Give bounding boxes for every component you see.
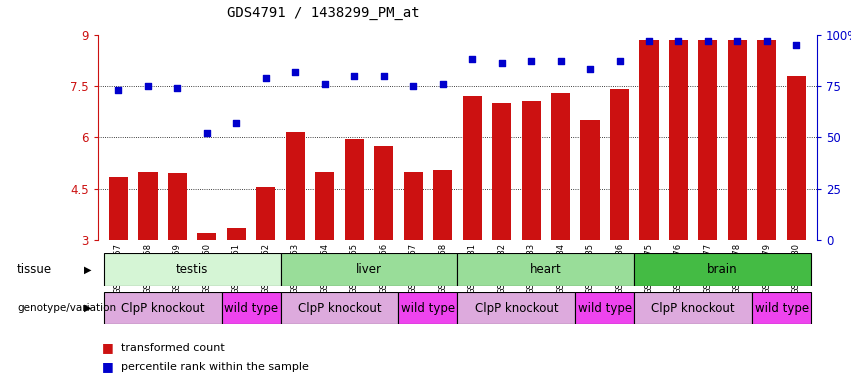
Bar	[551, 93, 570, 240]
Point	[436, 81, 449, 87]
Point	[288, 68, 302, 74]
Text: ■: ■	[102, 341, 114, 354]
Bar	[752, 292, 811, 324]
Point	[230, 120, 243, 126]
Text: wild type: wild type	[578, 302, 631, 314]
Bar	[168, 173, 187, 240]
Text: ClpP knockout: ClpP knockout	[475, 302, 558, 314]
Point	[200, 130, 214, 136]
Bar	[345, 139, 364, 240]
Point	[259, 74, 272, 81]
Point	[643, 38, 656, 44]
Text: ClpP knockout: ClpP knockout	[298, 302, 381, 314]
Point	[671, 38, 685, 44]
Text: ▶: ▶	[84, 303, 92, 313]
Text: liver: liver	[356, 263, 382, 276]
Point	[701, 38, 715, 44]
Bar	[458, 253, 634, 286]
Bar	[575, 292, 634, 324]
Bar	[104, 253, 281, 286]
Text: genotype/variation: genotype/variation	[17, 303, 116, 313]
Point	[407, 83, 420, 89]
Point	[730, 38, 744, 44]
Bar	[197, 233, 216, 240]
Text: heart: heart	[530, 263, 562, 276]
Bar	[669, 40, 688, 240]
Bar	[458, 292, 575, 324]
Bar	[104, 292, 221, 324]
Bar	[139, 172, 157, 240]
Bar	[281, 292, 398, 324]
Bar	[374, 146, 393, 240]
Bar	[639, 40, 659, 240]
Text: brain: brain	[707, 263, 738, 276]
Bar	[403, 172, 423, 240]
Bar	[634, 292, 752, 324]
Bar	[634, 253, 811, 286]
Point	[141, 83, 155, 89]
Bar	[463, 96, 482, 240]
Text: testis: testis	[176, 263, 208, 276]
Text: wild type: wild type	[401, 302, 455, 314]
Bar	[256, 187, 276, 240]
Bar	[433, 170, 452, 240]
Point	[524, 58, 538, 65]
Text: GDS4791 / 1438299_PM_at: GDS4791 / 1438299_PM_at	[227, 6, 420, 20]
Text: ▶: ▶	[84, 265, 92, 275]
Point	[494, 60, 508, 66]
Point	[583, 66, 597, 73]
Bar	[728, 40, 747, 240]
Text: wild type: wild type	[224, 302, 278, 314]
Bar	[109, 177, 128, 240]
Point	[554, 58, 568, 65]
Bar	[221, 292, 281, 324]
Point	[377, 73, 391, 79]
Text: percentile rank within the sample: percentile rank within the sample	[121, 362, 309, 372]
Point	[790, 42, 803, 48]
Bar	[522, 101, 540, 240]
Bar	[699, 40, 717, 240]
Text: ClpP knockout: ClpP knockout	[121, 302, 204, 314]
Point	[171, 85, 185, 91]
Bar	[787, 76, 806, 240]
Text: tissue: tissue	[17, 263, 52, 276]
Bar	[492, 103, 511, 240]
Point	[465, 56, 479, 62]
Bar	[227, 228, 246, 240]
Bar	[398, 292, 458, 324]
Text: ClpP knockout: ClpP knockout	[651, 302, 735, 314]
Point	[613, 58, 626, 65]
Point	[318, 81, 332, 87]
Bar	[281, 253, 458, 286]
Bar	[757, 40, 776, 240]
Point	[111, 87, 125, 93]
Text: wild type: wild type	[755, 302, 808, 314]
Text: transformed count: transformed count	[121, 343, 225, 353]
Bar	[610, 89, 629, 240]
Point	[760, 38, 774, 44]
Bar	[315, 172, 334, 240]
Point	[347, 73, 361, 79]
Bar	[286, 132, 305, 240]
Text: ■: ■	[102, 360, 114, 373]
Bar	[580, 120, 600, 240]
